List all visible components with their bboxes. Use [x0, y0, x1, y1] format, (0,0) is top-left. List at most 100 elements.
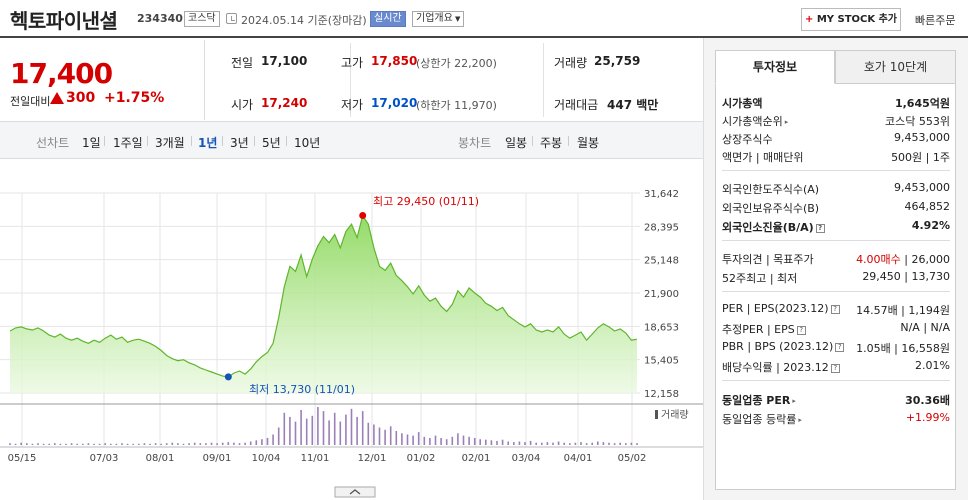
period-separator: [568, 136, 569, 146]
volume-bar: [26, 443, 28, 445]
period-10y[interactable]: 10년: [294, 136, 321, 150]
volume-bar: [48, 443, 50, 445]
period-5y[interactable]: 5년: [262, 136, 281, 150]
volume-bar: [328, 420, 330, 445]
dividend-label: 배당수익률 | 2023.12: [722, 361, 829, 374]
market-cap-rank-row[interactable]: 시가총액순위 ▸ 코스닥 553위: [722, 111, 950, 129]
volume-bar: [333, 412, 336, 445]
candle-weekly[interactable]: 주봉: [540, 136, 563, 150]
period-1y[interactable]: 1년: [198, 136, 218, 150]
x-tick-label: 05/02: [618, 453, 647, 464]
help-icon[interactable]: ?: [815, 224, 825, 233]
chart-annotations: 최고 29,450 (01/11) 최저 13,730 (11/01): [224, 195, 479, 396]
volume-bar: [177, 443, 179, 445]
prev-close-label: 전일: [231, 56, 254, 70]
volume-bar: [126, 443, 129, 445]
line-chart-label: 선차트: [36, 136, 70, 150]
x-axis: 05/15 07/03 08/01 09/01 10/04 11/01 12/01 01/02…: [8, 453, 647, 464]
chevron-up-icon: [349, 489, 361, 495]
trade-value-label: 거래대금: [554, 98, 599, 112]
volume-bar: [193, 442, 196, 445]
volume-legend-marker: [655, 410, 658, 419]
per-row: PER | EPS(2023.12)? 14.57배 | 1,194원: [722, 300, 950, 318]
quick-order-link[interactable]: 빠른주문: [915, 14, 956, 27]
volume-bar: [182, 443, 185, 445]
volume-bar: [255, 440, 258, 445]
volume-bar: [417, 432, 420, 445]
volume-bar: [451, 436, 454, 445]
volume-bar: [535, 442, 537, 445]
sector-per-row[interactable]: 동일업종 PER ▸ 30.36배: [722, 390, 950, 408]
volume-bar: [485, 439, 487, 445]
volume-value: 25,759: [594, 54, 641, 68]
per-value: 14.57배 | 1,194원: [856, 304, 950, 317]
candle-daily[interactable]: 일봉: [505, 136, 528, 150]
market-cap-label: 시가총액: [722, 97, 763, 110]
current-price: 17,400: [10, 57, 113, 90]
volume-bar: [238, 443, 241, 445]
help-icon[interactable]: ?: [830, 364, 840, 373]
volume-bar: [205, 443, 207, 445]
period-1w[interactable]: 1주일: [113, 136, 143, 150]
stock-name: 헥토파이낸셜: [10, 9, 118, 33]
dividend-row: 배당수익률 | 2023.12? 2.01%: [722, 357, 950, 375]
shares-label: 상장주식수: [722, 133, 773, 146]
tab-order-book[interactable]: 호가 10단계: [835, 50, 956, 84]
volume-bar: [513, 442, 515, 445]
help-icon[interactable]: ?: [835, 343, 845, 352]
right-panel: 투자정보 호가 10단계 시가총액 1,645억원 시가총액순위 ▸ 코스닥 55…: [703, 38, 968, 500]
volume-bar: [115, 443, 118, 445]
volume-bar: [59, 443, 62, 445]
scroll-handle-box[interactable]: [334, 486, 376, 498]
section-divider: [722, 380, 950, 381]
period-1d[interactable]: 1일: [82, 136, 101, 150]
period-3m[interactable]: 3개월: [155, 136, 185, 150]
y-tick-label: 12,158: [644, 389, 679, 400]
scroll-handle[interactable]: [334, 486, 376, 498]
period-bar: 선차트 1일 1주일 3개월 1년 3년 5년 10년 봉차트 일봉 주봉 월봉: [0, 121, 703, 159]
help-icon[interactable]: ?: [830, 305, 840, 314]
volume-bar: [541, 442, 543, 445]
volume-bar: [423, 436, 426, 445]
change-label: 전일대비: [10, 95, 51, 108]
volume-bar: [608, 442, 610, 445]
add-my-stock-button[interactable]: + MY STOCK 추가: [801, 8, 901, 31]
foreign-rate-label: 외국인소진율(B/A): [722, 221, 814, 234]
volume-bar: [356, 416, 358, 445]
volume-bar: [42, 443, 45, 445]
x-tick-label: 03/04: [512, 453, 541, 464]
period-3y[interactable]: 3년: [230, 136, 249, 150]
low-label: 저가: [341, 98, 364, 112]
price-chart[interactable]: 31,642 28,395 25,148 21,900 18,653 15,405 12,1…: [0, 160, 703, 500]
volume-bars: [9, 407, 638, 445]
volume-bar: [625, 443, 627, 445]
volume-bar: [479, 439, 481, 445]
volume-bar: [14, 443, 17, 445]
help-icon[interactable]: ?: [796, 326, 806, 335]
tab-investment-info[interactable]: 투자정보: [715, 50, 835, 84]
y-axis: 31,642 28,395 25,148 21,900 18,653 15,405 12,1…: [644, 189, 679, 400]
high-value: 17,850: [371, 54, 418, 68]
period-separator: [104, 136, 105, 146]
realtime-button[interactable]: 실시간: [370, 11, 406, 27]
volume-bar: [345, 414, 347, 445]
volume-bar: [132, 443, 134, 445]
volume-bar: [636, 443, 638, 445]
upper-limit: (상한가 22,200): [416, 57, 497, 70]
candle-monthly[interactable]: 월봉: [577, 136, 600, 150]
volume-bar: [210, 442, 213, 445]
volume-bar: [367, 422, 370, 445]
add-my-stock-label: MY STOCK 추가: [816, 14, 898, 25]
company-overview-button[interactable]: 기업개요 ▼: [412, 11, 465, 27]
volume-bar: [317, 407, 319, 445]
volume-bar: [445, 439, 448, 445]
volume-bar: [496, 440, 498, 445]
volume-bar: [563, 442, 565, 445]
dividend-value: 2.01%: [915, 359, 950, 372]
volume-bar: [395, 431, 398, 445]
volume-bar: [149, 443, 151, 445]
volume-bar: [160, 443, 162, 445]
stock-code: 234340: [137, 12, 183, 25]
sector-rate-row[interactable]: 동일업종 등락률 ▸ +1.99%: [722, 409, 950, 427]
high-marker: [359, 212, 367, 220]
